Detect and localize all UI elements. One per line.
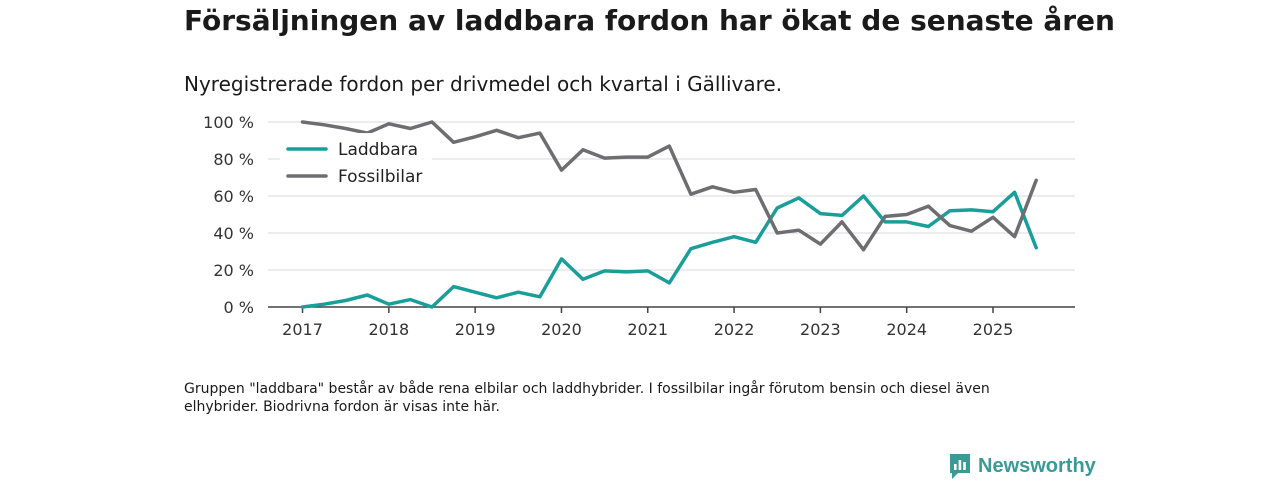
y-tick-label: 0 %	[224, 298, 254, 317]
chart-title: Försäljningen av laddbara fordon har öka…	[184, 4, 1115, 37]
y-tick-label: 20 %	[213, 261, 254, 280]
legend-label: Fossilbilar	[338, 167, 422, 187]
legend: Laddbara Fossilbilar	[280, 133, 432, 191]
x-tick-label: 2017	[282, 320, 323, 339]
x-tick-label: 2018	[368, 320, 409, 339]
x-tick-label: 2019	[455, 320, 496, 339]
y-tick-label: 40 %	[213, 224, 254, 243]
x-tick-label: 2021	[627, 320, 668, 339]
newsworthy-logo-icon	[950, 454, 970, 479]
brand-logo: Newsworthy	[948, 452, 1096, 480]
x-tick-label: 2025	[973, 320, 1014, 339]
y-tick-label: 100 %	[203, 113, 254, 132]
x-tick-label: 2022	[714, 320, 755, 339]
legend-background	[280, 133, 432, 191]
series-line-laddbara	[300, 190, 1038, 309]
chart-footnote: Gruppen "laddbara" består av både rena e…	[184, 381, 990, 415]
chart-subtitle: Nyregistrerade fordon per drivmedel och …	[184, 72, 783, 96]
y-tick-label: 60 %	[213, 187, 254, 206]
x-tick-label: 2020	[541, 320, 582, 339]
axes: 0 % 20 % 40 % 60 % 80 % 100 % 2017 2018 2019 2020…	[203, 113, 1075, 339]
brand-name: Newsworthy	[978, 454, 1096, 477]
series-lines	[300, 120, 1038, 309]
legend-label: Laddbara	[338, 140, 418, 160]
series-line-fossilbilar	[300, 120, 1038, 252]
y-tick-label: 80 %	[213, 150, 254, 169]
x-tick-label: 2023	[800, 320, 841, 339]
x-tick-label: 2024	[886, 320, 927, 339]
